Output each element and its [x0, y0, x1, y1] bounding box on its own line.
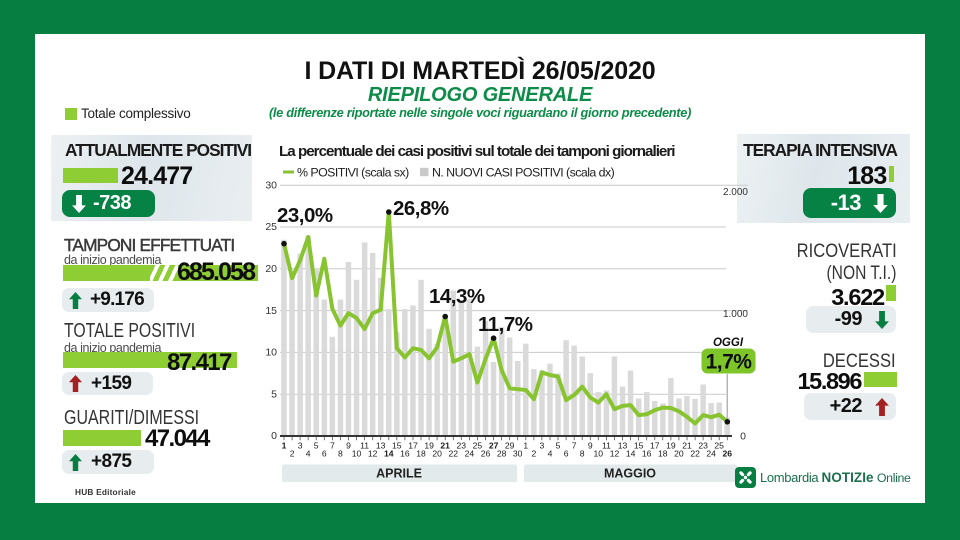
svg-text:21: 21 [682, 441, 692, 451]
svg-text:7: 7 [572, 441, 577, 451]
svg-text:3: 3 [540, 441, 545, 451]
svg-text:18: 18 [416, 449, 426, 459]
svg-text:17: 17 [650, 441, 660, 451]
svg-text:8: 8 [580, 449, 585, 459]
svg-text:25: 25 [473, 441, 483, 451]
svg-text:15: 15 [392, 441, 402, 451]
svg-text:2.000: 2.000 [723, 187, 748, 198]
svg-text:30: 30 [265, 179, 277, 191]
svg-text:14: 14 [626, 449, 636, 459]
svg-text:14: 14 [384, 449, 394, 459]
svg-text:15: 15 [265, 305, 277, 317]
svg-text:1: 1 [523, 441, 528, 451]
svg-text:MAGGIO: MAGGIO [604, 467, 656, 481]
svg-text:24: 24 [706, 449, 716, 459]
svg-text:26,8%: 26,8% [393, 197, 449, 220]
svg-text:28: 28 [497, 449, 507, 459]
svg-text:25: 25 [714, 441, 724, 451]
svg-text:11: 11 [360, 441, 369, 451]
svg-text:5: 5 [271, 388, 277, 400]
svg-text:14,3%: 14,3% [429, 285, 485, 308]
svg-text:23: 23 [457, 441, 467, 451]
svg-text:11: 11 [602, 441, 611, 451]
svg-text:19: 19 [424, 441, 434, 451]
svg-text:29: 29 [505, 441, 515, 451]
svg-text:26: 26 [481, 449, 491, 459]
svg-text:10: 10 [265, 347, 277, 359]
svg-text:27: 27 [489, 441, 499, 451]
svg-text:0: 0 [271, 430, 277, 442]
svg-text:2: 2 [290, 449, 295, 459]
svg-text:15: 15 [634, 441, 644, 451]
svg-text:23,0%: 23,0% [277, 204, 333, 227]
svg-text:1.000: 1.000 [723, 309, 748, 320]
svg-text:3: 3 [298, 441, 303, 451]
svg-text:21: 21 [440, 441, 450, 451]
svg-text:17: 17 [408, 441, 418, 451]
svg-text:16: 16 [642, 449, 652, 459]
svg-text:9: 9 [588, 441, 593, 451]
svg-text:0: 0 [740, 431, 746, 443]
svg-text:23: 23 [698, 441, 708, 451]
svg-text:24: 24 [465, 449, 475, 459]
svg-text:19: 19 [666, 441, 676, 451]
svg-text:4: 4 [548, 449, 553, 459]
svg-text:% POSITIVI (scala sx): % POSITIVI (scala sx) [297, 166, 409, 180]
svg-text:18: 18 [658, 449, 668, 459]
svg-text:1: 1 [282, 441, 287, 451]
svg-text:9: 9 [346, 441, 351, 451]
svg-text:7: 7 [330, 441, 335, 451]
svg-text:22: 22 [449, 449, 459, 459]
svg-text:12: 12 [368, 449, 378, 459]
svg-text:13: 13 [376, 441, 386, 451]
svg-text:N. NUOVI CASI POSITIVI (scala: N. NUOVI CASI POSITIVI (scala dx) [432, 166, 615, 180]
svg-text:2: 2 [532, 449, 537, 459]
svg-text:16: 16 [400, 449, 410, 459]
svg-text:OGGI: OGGI [713, 337, 744, 349]
svg-text:APRILE: APRILE [376, 467, 422, 481]
svg-text:12: 12 [610, 449, 620, 459]
svg-text:10: 10 [352, 449, 362, 459]
svg-text:20: 20 [674, 449, 684, 459]
svg-text:20: 20 [432, 449, 442, 459]
svg-text:4: 4 [306, 449, 311, 459]
svg-text:6: 6 [564, 449, 569, 459]
svg-text:5: 5 [556, 441, 561, 451]
svg-text:26: 26 [723, 449, 733, 459]
svg-text:6: 6 [322, 449, 327, 459]
svg-text:25: 25 [265, 221, 277, 233]
svg-text:5: 5 [314, 441, 319, 451]
svg-text:10: 10 [594, 449, 604, 459]
svg-text:30: 30 [513, 449, 523, 459]
svg-text:11,7%: 11,7% [478, 313, 533, 336]
svg-text:1,7%: 1,7% [706, 351, 753, 374]
svg-text:8: 8 [338, 449, 343, 459]
svg-text:13: 13 [618, 441, 628, 451]
svg-text:La percentuale dei casi positi: La percentuale dei casi positivi sul tot… [279, 143, 675, 160]
svg-text:22: 22 [690, 449, 700, 459]
svg-text:20: 20 [265, 263, 277, 275]
